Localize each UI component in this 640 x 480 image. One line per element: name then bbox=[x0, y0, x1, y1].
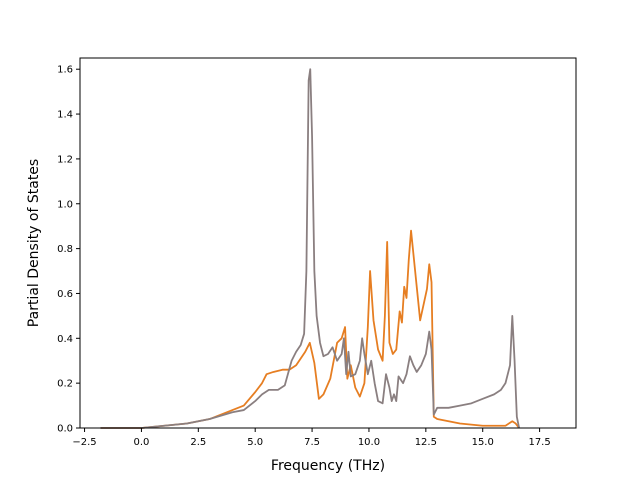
y-tick-label: 1.4 bbox=[57, 110, 73, 121]
y-tick-label: 0.6 bbox=[57, 289, 73, 300]
y-tick-label: 1.0 bbox=[57, 199, 73, 210]
y-tick-label: 0.0 bbox=[57, 424, 73, 435]
x-tick-label: 17.5 bbox=[528, 437, 550, 448]
series-line-2 bbox=[100, 68, 521, 429]
x-tick-label: 10.0 bbox=[358, 437, 380, 448]
x-axis-label: Frequency (THz) bbox=[271, 458, 385, 474]
y-tick-label: 0.8 bbox=[57, 244, 73, 255]
series-layer bbox=[100, 68, 521, 429]
x-tick-label: 0.0 bbox=[133, 437, 149, 448]
x-tick-label: 2.5 bbox=[190, 437, 206, 448]
y-tick-label: 1.6 bbox=[57, 65, 73, 76]
y-tick-label: 0.4 bbox=[57, 334, 73, 345]
axes-frame bbox=[79, 57, 577, 429]
y-axis-label: Partial Density of States bbox=[26, 159, 42, 327]
x-tick-label: 5.0 bbox=[247, 437, 263, 448]
x-axis: −2.5 0.0 2.5 5.0 7.5 10.0 12.5 15.0 17.5 bbox=[72, 428, 551, 448]
series-line-1 bbox=[100, 229, 520, 429]
x-tick-label: 12.5 bbox=[415, 437, 437, 448]
x-tick-label: −2.5 bbox=[72, 437, 96, 448]
x-tick-label: 7.5 bbox=[304, 437, 320, 448]
y-tick-label: 1.2 bbox=[57, 154, 73, 165]
y-axis: 0.0 0.2 0.4 0.6 0.8 1.0 1.2 1.4 1.6 bbox=[57, 65, 80, 435]
y-tick-label: 0.2 bbox=[57, 379, 73, 390]
x-tick-label: 15.0 bbox=[472, 437, 494, 448]
